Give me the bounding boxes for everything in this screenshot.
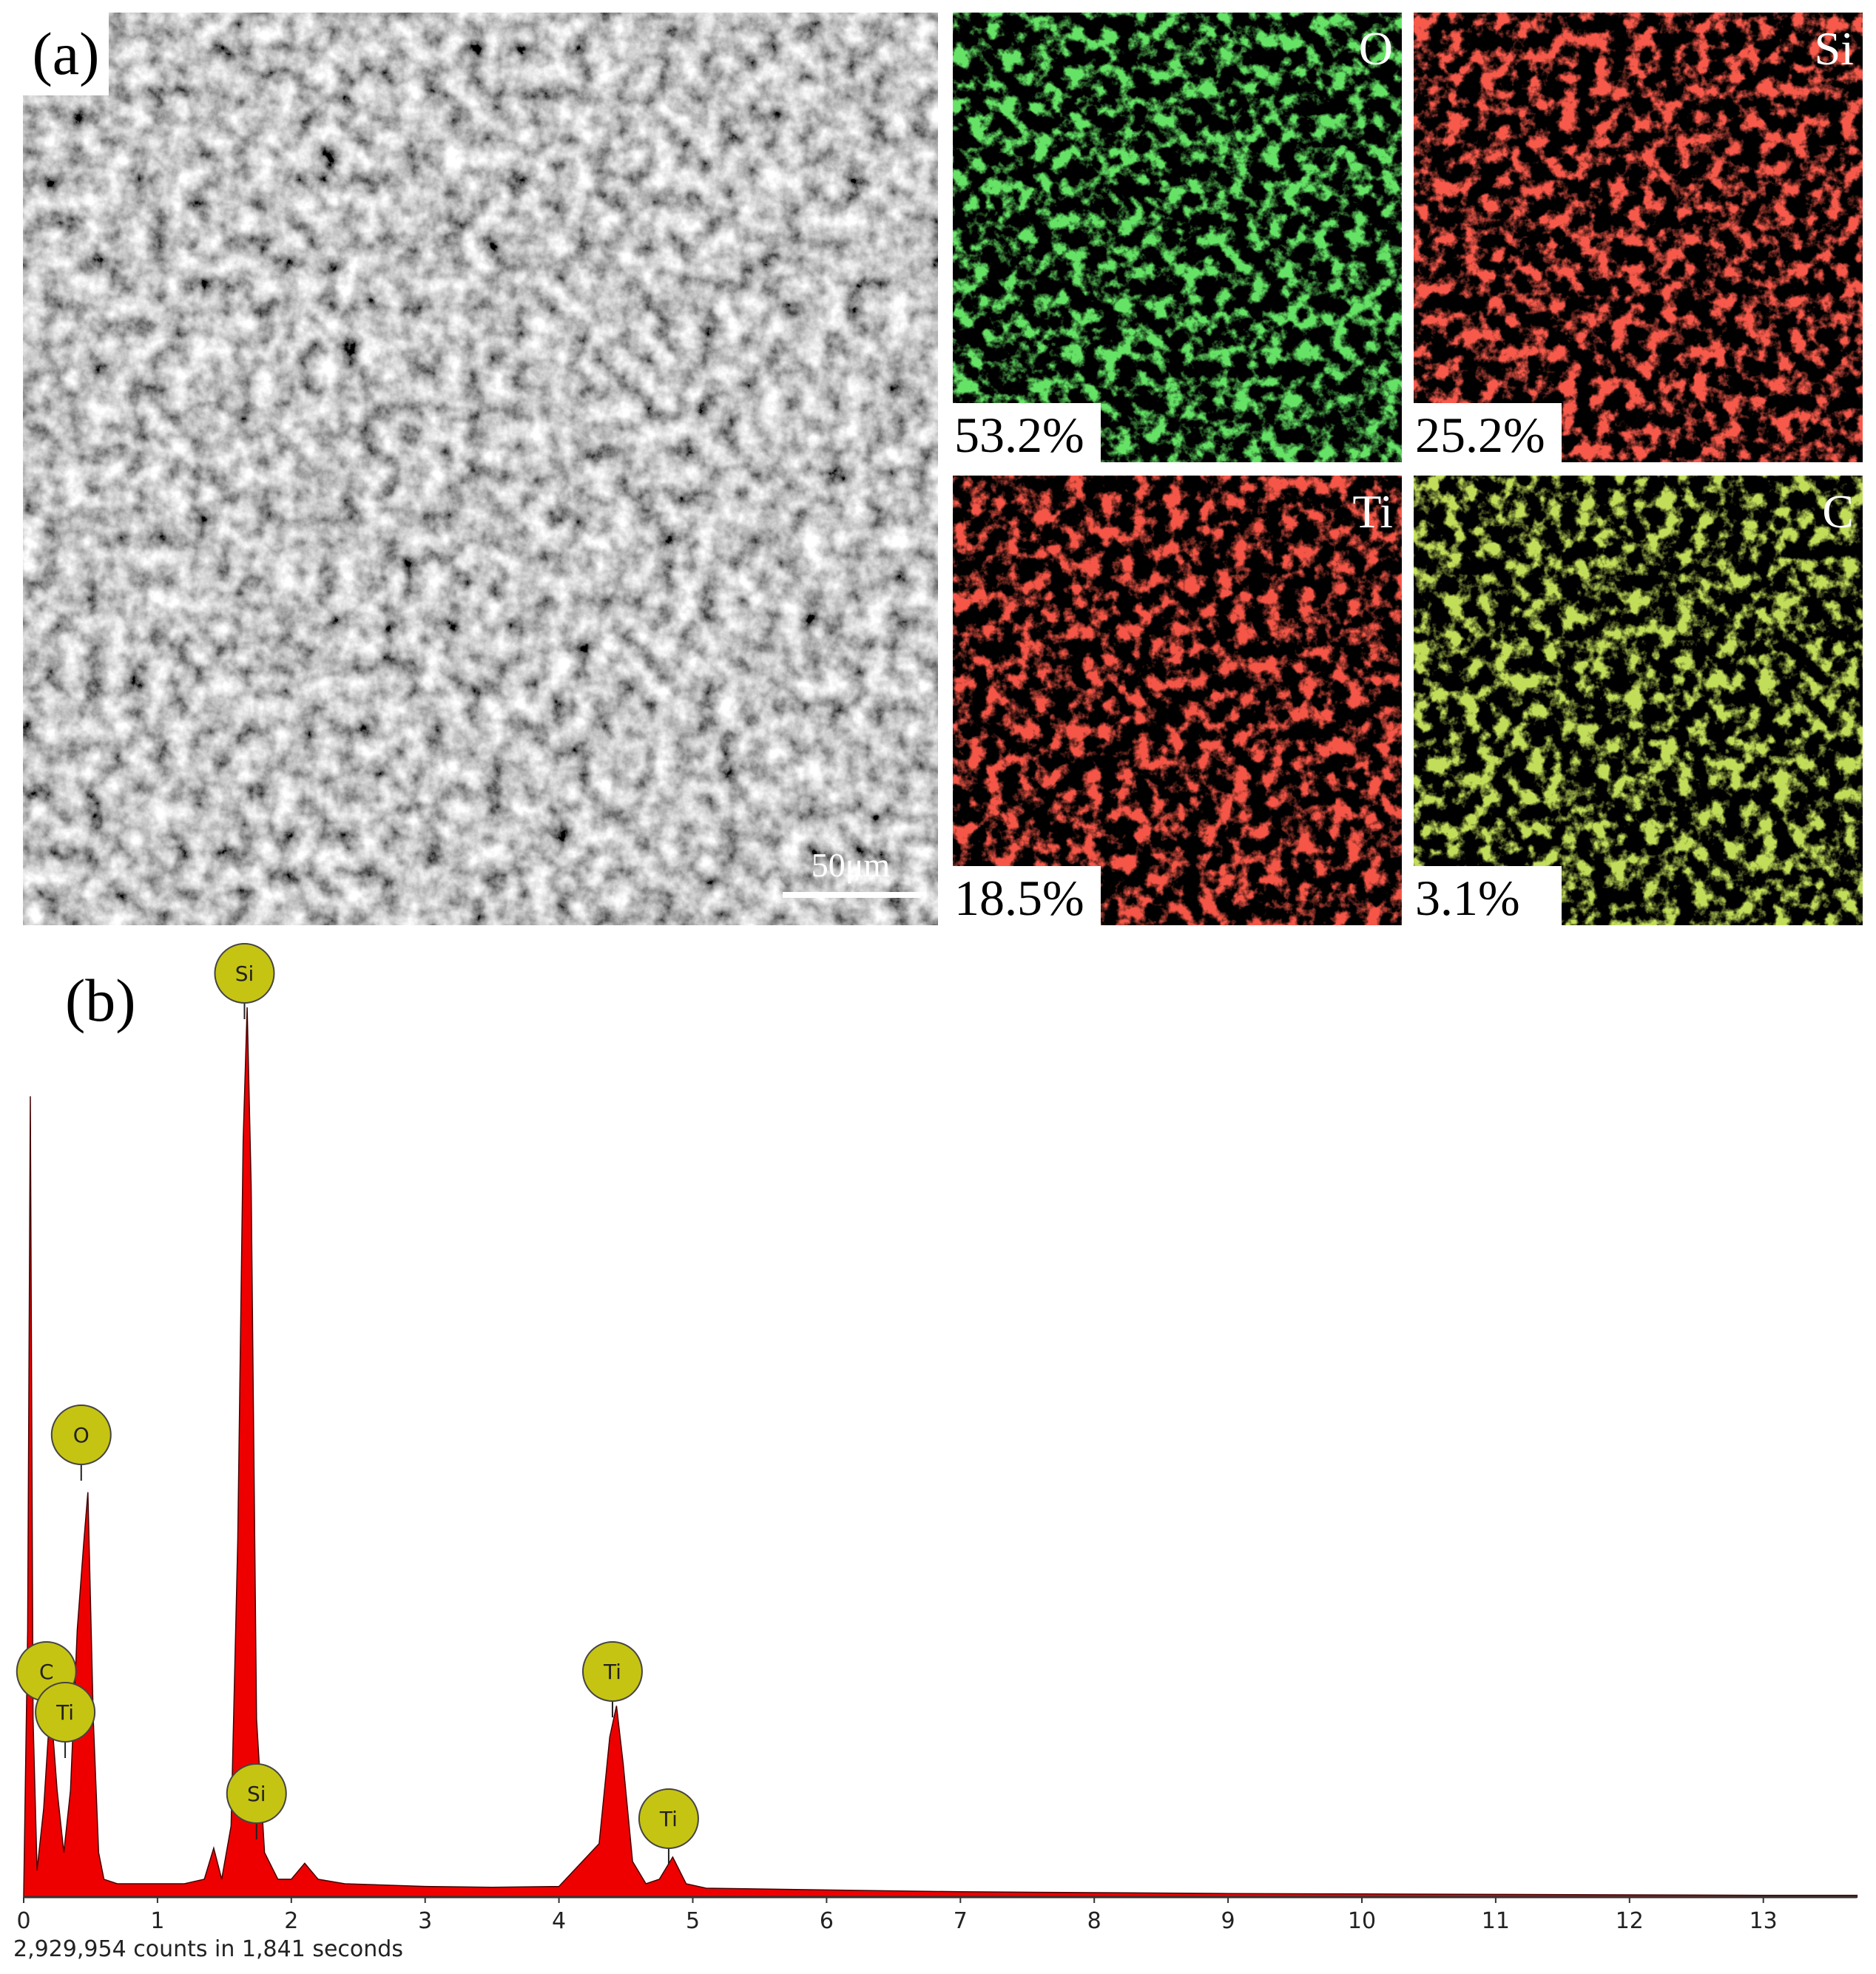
element-map xyxy=(1414,13,1863,462)
x-tick-label: 6 xyxy=(820,1908,834,1934)
peak-label: O xyxy=(73,1423,90,1447)
peak-circle xyxy=(638,1788,699,1849)
fraction-label: 53.2% xyxy=(954,407,1084,463)
element-label: O xyxy=(1359,22,1393,75)
label-box xyxy=(23,13,109,95)
scale-bar-label: 50μm xyxy=(812,846,891,884)
peak-label: Si xyxy=(247,1782,266,1806)
panel-label: (a) xyxy=(32,20,99,87)
footnote: 2,929,954 counts in 1,841 seconds xyxy=(13,1936,403,1962)
spectrum-area xyxy=(23,1007,1858,1898)
element-label: Ti xyxy=(1352,485,1393,538)
peak-label: Ti xyxy=(55,1700,74,1725)
peak-circle xyxy=(214,943,275,1004)
fraction-label: 3.1% xyxy=(1415,870,1520,926)
fraction-box xyxy=(1414,866,1562,925)
x-tick-label: 13 xyxy=(1750,1908,1778,1934)
x-tick-label: 5 xyxy=(686,1908,700,1934)
fraction-label: 18.5% xyxy=(954,870,1084,926)
peak-label: Si xyxy=(235,961,254,986)
peak-circle xyxy=(226,1763,287,1824)
element-map xyxy=(1414,476,1863,925)
fraction-box xyxy=(953,403,1101,462)
peak-circle xyxy=(35,1682,96,1743)
peak-label: C xyxy=(39,1660,54,1684)
x-tick-label: 2 xyxy=(284,1908,298,1934)
peak-circle xyxy=(581,1641,643,1702)
x-tick-label: 9 xyxy=(1221,1908,1235,1934)
element-label: Si xyxy=(1815,22,1854,75)
fraction-label: 25.2% xyxy=(1415,407,1545,463)
peak-label: Ti xyxy=(603,1660,621,1684)
element-map xyxy=(953,13,1402,462)
fraction-box xyxy=(1414,403,1562,462)
x-tick-label: 0 xyxy=(16,1908,30,1934)
fraction-box xyxy=(953,866,1101,925)
peak-label: Ti xyxy=(659,1807,678,1831)
x-tick-label: 12 xyxy=(1616,1908,1644,1934)
x-tick-label: 7 xyxy=(954,1908,968,1934)
peak-circle xyxy=(50,1405,112,1465)
x-tick-label: 4 xyxy=(552,1908,566,1934)
x-tick-label: 10 xyxy=(1348,1908,1376,1934)
element-map xyxy=(953,476,1402,925)
element-label: C xyxy=(1822,485,1854,538)
x-tick-label: 8 xyxy=(1087,1908,1101,1934)
x-tick-label: 3 xyxy=(418,1908,432,1934)
panel-label: (b) xyxy=(65,967,136,1034)
x-tick-label: 1 xyxy=(150,1908,164,1934)
x-tick-label: 11 xyxy=(1482,1908,1510,1934)
sem-image xyxy=(23,13,938,925)
